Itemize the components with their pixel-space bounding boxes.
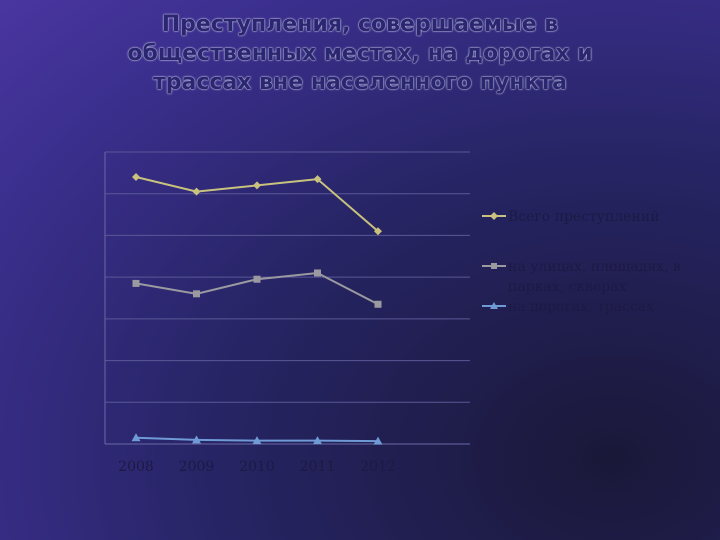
data-point-streets (132, 279, 140, 287)
title-line-1: Преступления, совершаемые в (161, 12, 559, 37)
x-tick-label: 2010 (239, 459, 275, 475)
x-tick-label: 2011 (300, 459, 336, 475)
legend-label-roads: на дорогах, трассах (508, 299, 655, 315)
x-tick-label: 2009 (179, 459, 215, 475)
data-point-roads (131, 433, 141, 442)
legend-key-triangle-icon (482, 302, 506, 309)
data-point-total (313, 175, 322, 184)
data-point-roads (313, 436, 322, 445)
slide-title: Преступления, совершаемые в общественных… (40, 10, 680, 97)
data-point-total (192, 187, 201, 196)
x-tick-label: 2012 (360, 459, 396, 475)
legend-key-square-icon (482, 263, 506, 269)
data-point-roads (192, 435, 201, 444)
legend-label-total: Всего преступлений (508, 209, 660, 225)
data-point-total (132, 173, 140, 182)
data-point-roads (252, 436, 262, 445)
x-tick-label: 2008 (118, 459, 154, 475)
legend-key-diamond-icon (482, 212, 506, 220)
legend-label-streets: на улицах, площадях, в парках, скверах (508, 259, 681, 295)
data-point-streets (314, 269, 321, 277)
data-point-streets (374, 300, 382, 308)
chart-legend: Всего преступлений на улицах, площадях, … (482, 207, 682, 317)
data-point-roads (373, 436, 383, 445)
legend-item-total: Всего преступлений (482, 207, 682, 227)
data-point-total (253, 181, 261, 190)
data-point-streets (193, 290, 200, 298)
title-line-2: общественных местах, на дорогах и (127, 41, 593, 67)
title-line-3: трассах вне населенного пункта (153, 70, 567, 96)
data-point-streets (253, 275, 261, 283)
legend-item-roads: на дорогах, трассах (482, 297, 682, 317)
data-point-total (374, 227, 382, 236)
legend-item-streets: на улицах, площадях, в парках, скверах (482, 257, 682, 297)
